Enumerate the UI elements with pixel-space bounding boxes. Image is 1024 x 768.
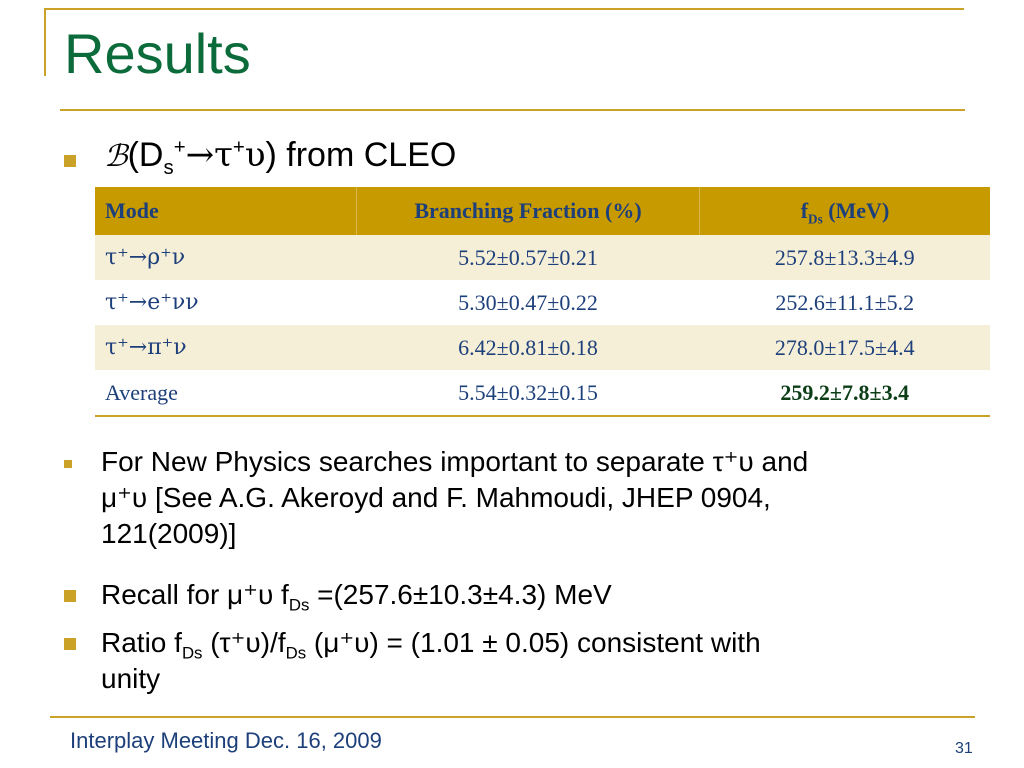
heading-close: ) from CLEO: [265, 136, 457, 174]
table-row: τ⁺→π⁺ν 6.42±0.81±0.18 278.0±17.5±4.4: [95, 325, 990, 370]
branching-symbol: ℬ: [104, 139, 128, 174]
ratio-mid: (τ⁺υ)/f: [202, 627, 286, 658]
ratio-sub-1: Ds: [181, 643, 203, 663]
table-row: τ⁺→ρ⁺ν 5.52±0.57±0.21 257.8±13.3±4.9: [95, 235, 990, 280]
table-header-row: Mode Branching Fraction (%) fDs (MeV): [95, 187, 990, 235]
fds-cell: 257.8±13.3±4.9: [699, 235, 990, 280]
recall-post: =(257.6±10.3±4.3) MeV: [309, 579, 612, 610]
fds-cell: 252.6±11.1±5.2: [699, 280, 990, 325]
recall-pre: Recall for μ⁺υ f: [101, 579, 289, 610]
bullet-line-1: For New Physics searches important to se…: [101, 446, 809, 477]
slide-title: Results: [64, 22, 251, 85]
header-fds: fDs (MeV): [699, 187, 990, 235]
bullet-line-3: 121(2009)]: [101, 518, 237, 549]
ratio-pre: Ratio f: [101, 627, 182, 658]
mode-cell: τ⁺→π⁺ν: [95, 325, 357, 370]
bullet-square-icon: [64, 638, 76, 650]
header-fds-unit: (MeV): [822, 198, 890, 223]
ratio-line-2: unity: [101, 663, 161, 694]
bf-cell: 5.52±0.57±0.21: [356, 235, 700, 280]
header-branching-fraction: Branching Fraction (%): [356, 187, 700, 235]
table-row-average: Average 5.54±0.32±0.15 259.2±7.8±3.4: [95, 370, 990, 417]
header-fds-f: f: [800, 198, 809, 223]
bullet-square-icon: [64, 155, 76, 167]
results-table: Mode Branching Fraction (%) fDs (MeV) τ⁺…: [95, 187, 990, 417]
footer-divider: [50, 716, 975, 718]
average-label: Average: [95, 370, 357, 417]
header-fds-sub: Ds: [808, 211, 823, 227]
bullet-ratio: Ratio fDs (τ⁺υ)/fDs (μ⁺υ) = (1.01 ± 0.05…: [101, 625, 981, 697]
heading-arrow: →: [185, 135, 215, 175]
header-mode: Mode: [95, 187, 357, 235]
bullet-new-physics: For New Physics searches important to se…: [101, 444, 981, 552]
fds-cell: 278.0±17.5±4.4: [699, 325, 990, 370]
frame-vertical-line: [44, 8, 46, 76]
mode-cell: τ⁺→e⁺νν: [95, 280, 357, 325]
footer-text: Interplay Meeting Dec. 16, 2009: [70, 728, 382, 753]
average-bf-cell: 5.54±0.32±0.15: [356, 370, 700, 417]
average-fds-cell: 259.2±7.8±3.4: [699, 370, 990, 417]
ratio-sub-2: Ds: [285, 643, 307, 663]
title-divider: [60, 109, 965, 111]
heading-sup-plus-2: +: [232, 136, 245, 159]
bullet-square-icon: [64, 590, 76, 602]
heading-open: (D: [127, 136, 164, 174]
bullet-heading: ℬ(Ds+→τ+υ) from CLEO: [104, 135, 457, 179]
ratio-post: (μ⁺υ) = (1.01 ± 0.05) consistent with: [306, 627, 761, 658]
bf-cell: 5.30±0.47±0.22: [356, 280, 700, 325]
heading-upsilon: υ: [244, 135, 266, 175]
heading-sub-s: s: [163, 156, 174, 179]
ratio-line-1: Ratio fDs (τ⁺υ)/fDs (μ⁺υ) = (1.01 ± 0.05…: [101, 625, 981, 661]
page-number: 31: [955, 740, 973, 757]
bullet-line-2: μ⁺υ [See A.G. Akeroyd and F. Mahmoudi, J…: [101, 482, 771, 513]
bullet-small-icon: [64, 460, 72, 468]
heading-sup-plus: +: [173, 136, 186, 159]
mode-cell: τ⁺→ρ⁺ν: [95, 235, 357, 280]
heading-tau: τ: [214, 135, 233, 175]
table-row: τ⁺→e⁺νν 5.30±0.47±0.22 252.6±11.1±5.2: [95, 280, 990, 325]
recall-sub: Ds: [288, 595, 310, 615]
bf-cell: 6.42±0.81±0.18: [356, 325, 700, 370]
bullet-recall: Recall for μ⁺υ fDs =(257.6±10.3±4.3) MeV: [101, 577, 981, 613]
frame-top-line: [44, 8, 964, 10]
